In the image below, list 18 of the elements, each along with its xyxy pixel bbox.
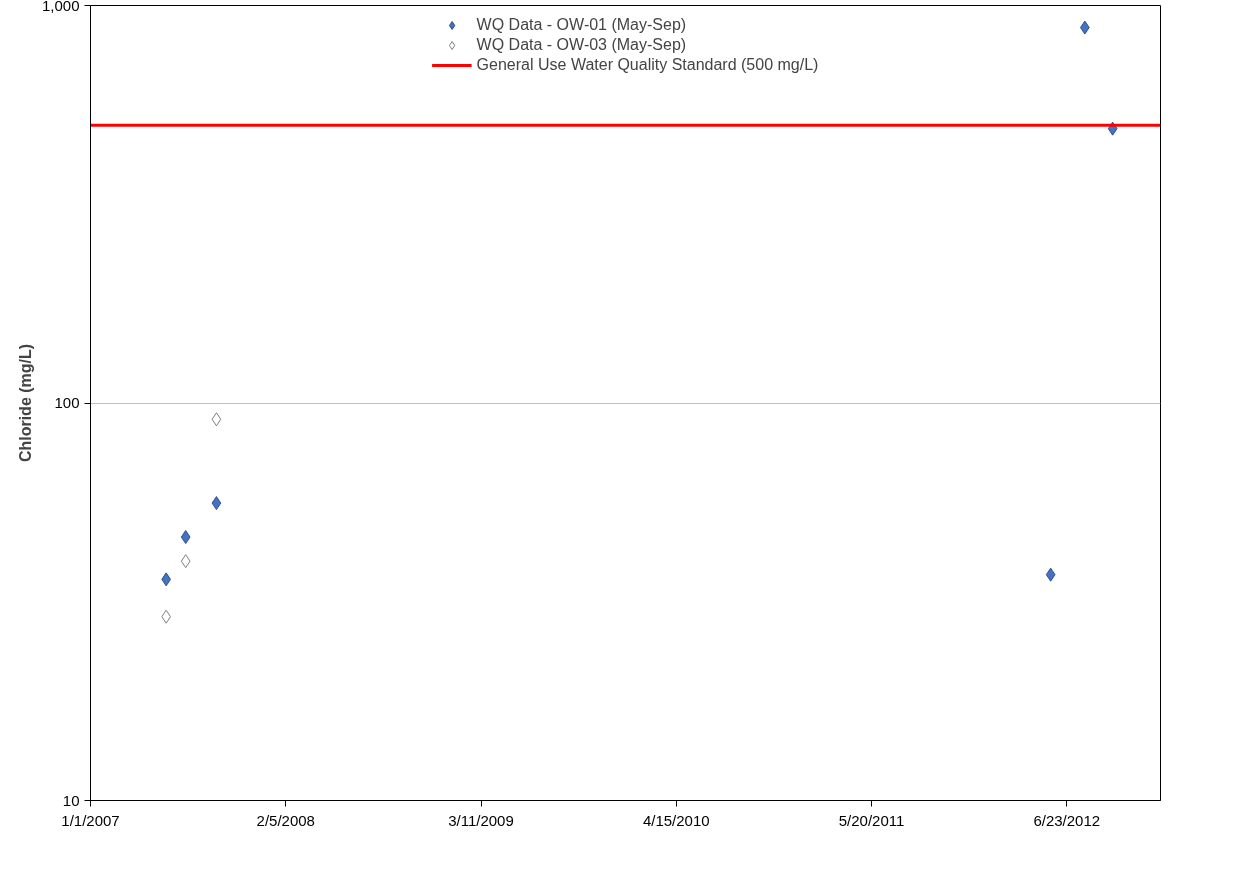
x-tick-label: 2/5/2008	[256, 811, 315, 829]
point	[180, 530, 191, 545]
legend-label: WQ Data - OW-01 (May-Sep)	[476, 16, 687, 34]
x-tick-label: 6/23/2012	[1033, 811, 1101, 829]
point	[1045, 567, 1056, 582]
y-tick-label: 10	[62, 791, 80, 809]
x-tick-label: 3/11/2009	[448, 811, 514, 829]
x-tick-label: 4/15/2010	[642, 811, 710, 829]
point	[211, 496, 222, 511]
x-tick-label: 5/20/2011	[838, 811, 905, 829]
x-tick-label: 1/1/2007	[61, 811, 120, 829]
y-axis-title: Chloride (mg/L)	[16, 343, 34, 463]
y-tick-label: 1,000	[41, 0, 80, 14]
point	[180, 554, 191, 569]
legend-label: General Use Water Quality Standard (500 mg/L)	[476, 56, 819, 74]
y-tick-label: 100	[54, 394, 80, 411]
legend-label: WQ Data - OW-03 (May-Sep)	[476, 36, 687, 54]
point	[211, 412, 222, 427]
